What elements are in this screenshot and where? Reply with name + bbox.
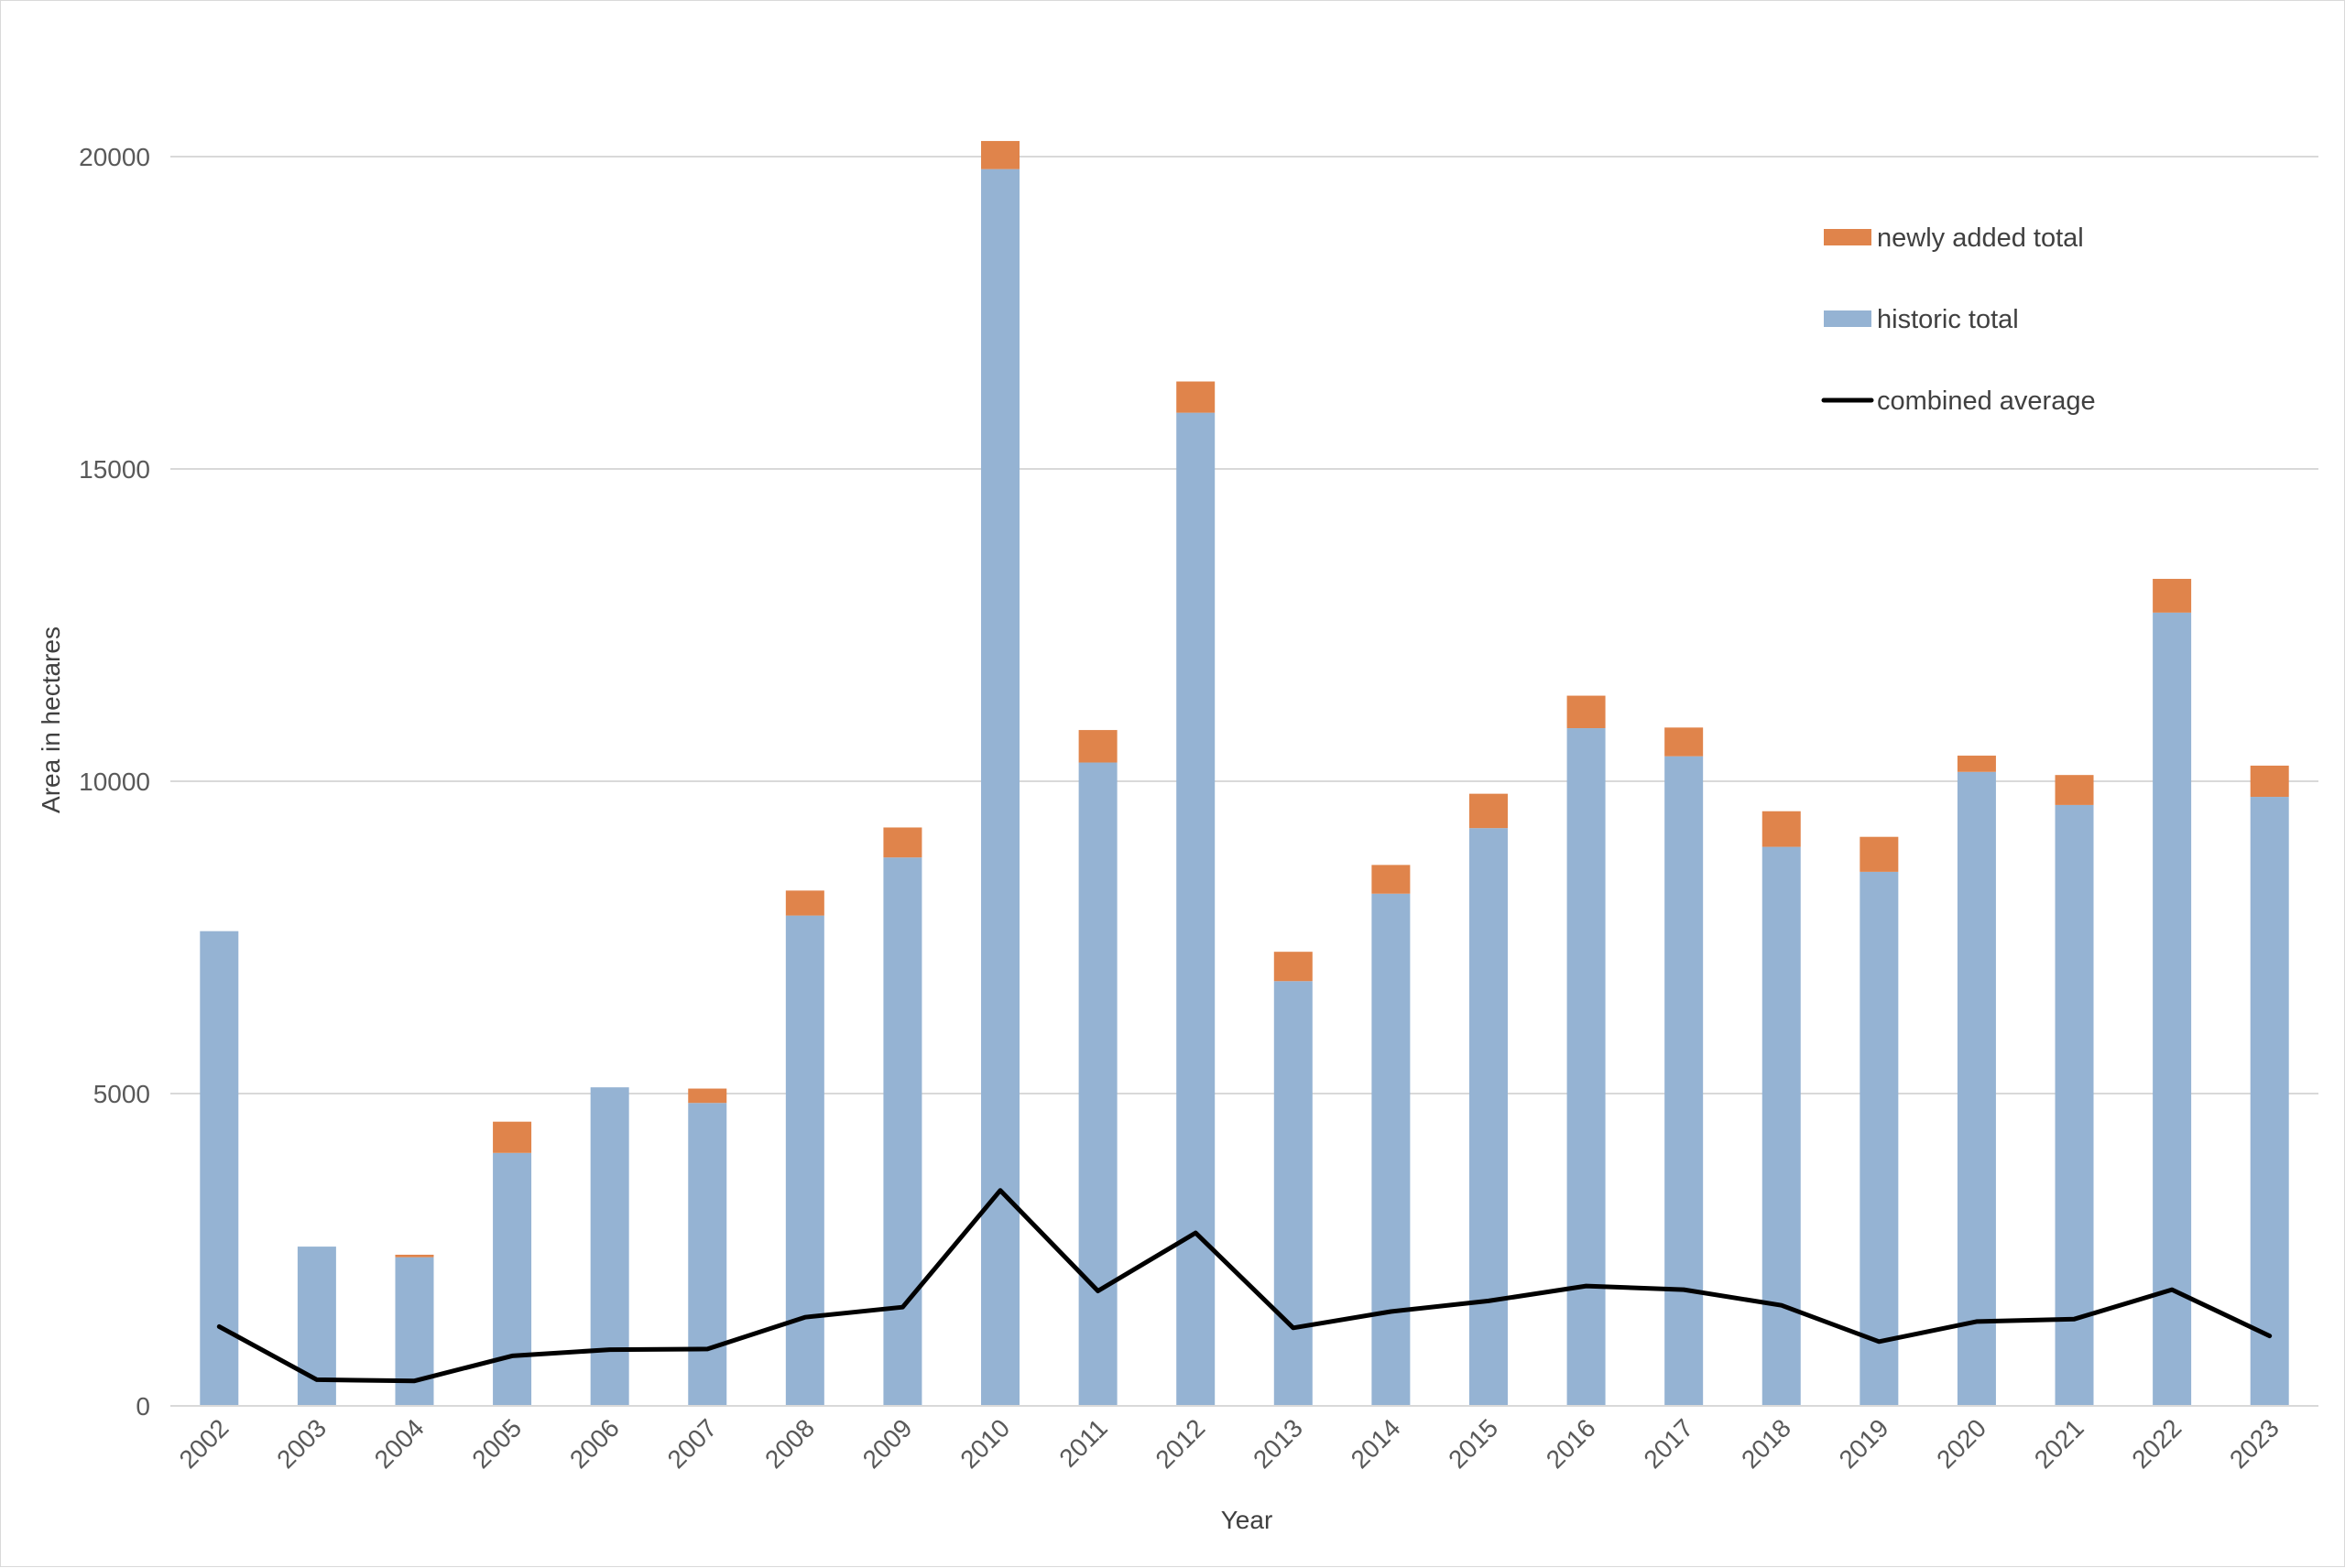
bar-newly-added-2012 xyxy=(1176,381,1216,413)
bar-historic-2022 xyxy=(2153,612,2192,1406)
legend: newly added total historic total combined … xyxy=(1821,223,2096,416)
bar-historic-2011 xyxy=(1078,762,1118,1406)
x-axis-ticks: 2002 2003 2004 2005 2006 2007 2008 2009 2010 2011… xyxy=(174,1413,2285,1474)
x-tick-label: 2015 xyxy=(1443,1413,1503,1474)
bar-newly-added-2016 xyxy=(1566,695,1606,729)
combined-average-line xyxy=(216,1188,2273,1384)
x-tick-label: 2005 xyxy=(466,1413,527,1474)
bar-newly-added-2019 xyxy=(1860,836,1899,872)
bar-historic-2018 xyxy=(1761,846,1801,1406)
bar-newly-added-2010 xyxy=(981,140,1020,169)
combined-average-polyline xyxy=(216,1188,2273,1384)
x-tick-label: 2023 xyxy=(2224,1413,2285,1474)
x-tick-label: 2003 xyxy=(271,1413,332,1474)
x-tick-label: 2014 xyxy=(1346,1413,1406,1474)
bar-newly-added-2014 xyxy=(1371,865,1411,894)
gridlines xyxy=(170,156,2318,1094)
bar-newly-added-2021 xyxy=(2055,775,2094,805)
x-tick-label: 2019 xyxy=(1834,1413,1894,1474)
x-tick-label: 2017 xyxy=(1638,1413,1698,1474)
y-axis-ticks: 0 5000 10000 15000 20000 xyxy=(79,143,150,1421)
x-tick-label: 2002 xyxy=(174,1413,234,1474)
bar-newly-added-2013 xyxy=(1273,952,1313,982)
bar-historic-2010 xyxy=(981,169,1020,1406)
legend-label: newly added total xyxy=(1877,223,2084,253)
x-tick-label: 2006 xyxy=(564,1413,625,1474)
y-tick-label: 20000 xyxy=(79,143,150,171)
bars xyxy=(200,140,2289,1406)
bar-newly-added-2017 xyxy=(1664,727,1704,757)
y-tick-label: 15000 xyxy=(79,455,150,484)
bar-newly-added-2011 xyxy=(1078,730,1118,763)
x-tick-label: 2018 xyxy=(1736,1413,1796,1474)
bar-historic-2008 xyxy=(785,915,824,1406)
legend-swatch xyxy=(1824,310,1871,327)
bar-historic-2012 xyxy=(1176,412,1216,1406)
bar-historic-2021 xyxy=(2055,804,2094,1406)
bar-newly-added-2020 xyxy=(1957,756,1996,772)
bar-historic-2016 xyxy=(1566,728,1606,1406)
bar-newly-added-2004 xyxy=(395,1254,434,1258)
x-tick-label: 2013 xyxy=(1248,1413,1308,1474)
y-tick-label: 0 xyxy=(136,1392,150,1421)
y-tick-label: 10000 xyxy=(79,768,150,796)
bar-historic-2014 xyxy=(1371,893,1411,1406)
x-tick-label: 2022 xyxy=(2126,1413,2187,1474)
x-tick-label: 2021 xyxy=(2029,1413,2089,1474)
bar-historic-2017 xyxy=(1664,756,1704,1406)
x-tick-label: 2016 xyxy=(1541,1413,1601,1474)
x-tick-label: 2020 xyxy=(1931,1413,1991,1474)
legend-label: historic total xyxy=(1877,305,2019,334)
x-tick-label: 2009 xyxy=(857,1413,918,1474)
x-tick-label: 2007 xyxy=(662,1413,723,1474)
bar-historic-2019 xyxy=(1860,871,1899,1406)
bar-newly-added-2005 xyxy=(493,1121,532,1153)
bar-newly-added-2018 xyxy=(1761,811,1801,847)
x-tick-label: 2008 xyxy=(759,1413,820,1474)
bar-historic-2006 xyxy=(590,1087,629,1406)
bar-historic-2020 xyxy=(1957,771,1996,1406)
x-tick-label: 2011 xyxy=(1053,1413,1113,1473)
bar-historic-2007 xyxy=(688,1103,727,1406)
bar-newly-added-2007 xyxy=(688,1088,727,1104)
y-axis-title: Area in hectares xyxy=(37,626,65,813)
legend-label: combined average xyxy=(1877,387,2096,416)
bar-newly-added-2008 xyxy=(785,890,824,916)
bar-historic-2009 xyxy=(883,857,922,1406)
x-axis-title: Year xyxy=(1221,1506,1273,1534)
bar-historic-2015 xyxy=(1468,828,1508,1406)
bar-historic-2005 xyxy=(493,1152,532,1406)
x-tick-label: 2004 xyxy=(369,1413,430,1474)
legend-swatch xyxy=(1824,229,1871,245)
bar-newly-added-2009 xyxy=(883,827,922,858)
bar-historic-2004 xyxy=(395,1257,434,1406)
bar-newly-added-2022 xyxy=(2153,579,2192,613)
x-tick-label: 2010 xyxy=(954,1413,1015,1474)
x-tick-label: 2012 xyxy=(1150,1413,1210,1474)
bar-historic-2013 xyxy=(1273,981,1313,1406)
bar-historic-2023 xyxy=(2250,797,2289,1406)
bar-newly-added-2015 xyxy=(1468,793,1508,829)
y-tick-label: 5000 xyxy=(93,1080,150,1108)
bar-newly-added-2023 xyxy=(2250,765,2289,798)
